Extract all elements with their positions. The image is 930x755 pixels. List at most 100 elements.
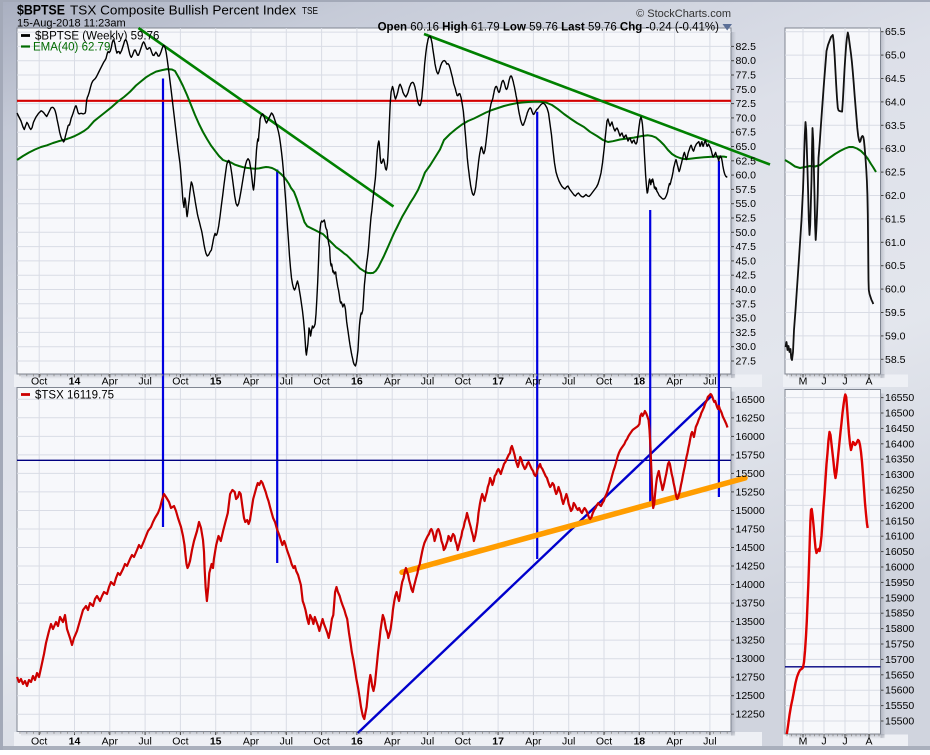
svg-text:Jul: Jul [703, 376, 716, 388]
svg-text:16000: 16000 [736, 431, 765, 443]
svg-text:64.0: 64.0 [885, 96, 906, 108]
svg-text:TSE: TSE [302, 5, 318, 17]
svg-text:60.0: 60.0 [736, 170, 757, 182]
svg-text:15750: 15750 [736, 449, 765, 461]
svg-text:62.0: 62.0 [885, 190, 906, 202]
svg-text:12750: 12750 [736, 672, 765, 684]
svg-text:15: 15 [210, 376, 222, 388]
svg-text:61.5: 61.5 [885, 213, 906, 225]
svg-text:J: J [842, 736, 847, 748]
svg-text:61.0: 61.0 [885, 237, 906, 249]
svg-text:15650: 15650 [885, 669, 914, 681]
svg-text:$TSX 16119.75: $TSX 16119.75 [35, 390, 114, 402]
svg-text:Oct: Oct [31, 736, 47, 748]
svg-text:59.0: 59.0 [885, 330, 906, 342]
svg-text:50.0: 50.0 [736, 227, 757, 239]
svg-text:14250: 14250 [736, 561, 765, 573]
svg-text:16350: 16350 [885, 454, 914, 466]
svg-text:A: A [865, 376, 872, 388]
svg-text:62.5: 62.5 [736, 155, 757, 167]
svg-text:Oct: Oct [455, 376, 471, 388]
svg-text:14500: 14500 [736, 542, 765, 554]
svg-text:15950: 15950 [885, 577, 914, 589]
svg-text:47.5: 47.5 [736, 241, 757, 253]
svg-text:62.5: 62.5 [885, 167, 906, 179]
svg-text:Apr: Apr [525, 736, 542, 748]
svg-text:65.5: 65.5 [885, 26, 906, 38]
svg-text:15800: 15800 [885, 623, 914, 635]
svg-text:82.5: 82.5 [736, 41, 757, 53]
svg-text:15600: 15600 [885, 685, 914, 697]
svg-text:Jul: Jul [562, 736, 575, 748]
svg-text:12250: 12250 [736, 709, 765, 721]
svg-text:80.0: 80.0 [736, 55, 757, 67]
svg-text:$BPTSE: $BPTSE [17, 3, 65, 19]
svg-text:15500: 15500 [736, 468, 765, 480]
svg-text:15550: 15550 [885, 700, 914, 712]
svg-text:75.0: 75.0 [736, 84, 757, 96]
svg-text:16000: 16000 [885, 562, 914, 574]
svg-text:Jul: Jul [280, 376, 293, 388]
svg-text:14: 14 [69, 376, 81, 388]
svg-text:Oct: Oct [596, 376, 612, 388]
svg-text:45.0: 45.0 [736, 255, 757, 267]
svg-text:Oct: Oct [31, 376, 47, 388]
svg-text:13750: 13750 [736, 598, 765, 610]
svg-text:13250: 13250 [736, 635, 765, 647]
svg-text:Jul: Jul [703, 736, 716, 748]
svg-text:Apr: Apr [102, 736, 119, 748]
svg-text:M: M [799, 376, 808, 388]
svg-text:EMA(40) 62.79: EMA(40) 62.79 [33, 42, 110, 54]
svg-text:18: 18 [633, 376, 645, 388]
svg-text:Oct: Oct [596, 736, 612, 748]
svg-text:Jul: Jul [421, 376, 434, 388]
svg-text:32.5: 32.5 [736, 327, 757, 339]
svg-text:15700: 15700 [885, 654, 914, 666]
svg-text:15900: 15900 [885, 592, 914, 604]
svg-text:27.5: 27.5 [736, 356, 757, 368]
svg-text:14750: 14750 [736, 524, 765, 536]
svg-text:J: J [821, 376, 826, 388]
svg-text:TSX Composite Bullish Percent: TSX Composite Bullish Percent Index [70, 3, 297, 18]
svg-text:Apr: Apr [384, 376, 401, 388]
svg-text:16500: 16500 [885, 408, 914, 420]
svg-text:Oct: Oct [313, 736, 329, 748]
svg-text:J: J [821, 736, 826, 748]
svg-text:15000: 15000 [736, 505, 765, 517]
svg-text:72.5: 72.5 [736, 98, 757, 110]
svg-text:16450: 16450 [885, 423, 914, 435]
svg-text:M: M [799, 736, 808, 748]
svg-text:Jul: Jul [421, 736, 434, 748]
svg-text:16250: 16250 [736, 412, 765, 424]
svg-text:15250: 15250 [736, 486, 765, 498]
svg-text:16: 16 [351, 736, 363, 748]
svg-text:17: 17 [492, 376, 504, 388]
svg-text:65.0: 65.0 [885, 50, 906, 62]
svg-text:63.5: 63.5 [885, 120, 906, 132]
svg-text:15-Aug-2018 11:23am: 15-Aug-2018 11:23am [17, 18, 126, 30]
svg-text:Apr: Apr [666, 736, 683, 748]
svg-text:Oct: Oct [172, 376, 188, 388]
svg-text:65.0: 65.0 [736, 141, 757, 153]
svg-text:40.0: 40.0 [736, 284, 757, 296]
svg-text:16050: 16050 [885, 546, 914, 558]
svg-text:A: A [865, 736, 872, 748]
svg-text:Oct: Oct [172, 736, 188, 748]
svg-text:16200: 16200 [885, 500, 914, 512]
svg-text:17: 17 [492, 736, 504, 748]
svg-text:57.5: 57.5 [736, 184, 757, 196]
svg-text:18: 18 [633, 736, 645, 748]
svg-text:15: 15 [210, 736, 222, 748]
svg-text:77.5: 77.5 [736, 70, 757, 82]
svg-text:30.0: 30.0 [736, 341, 757, 353]
svg-text:Jul: Jul [138, 736, 151, 748]
svg-text:63.0: 63.0 [885, 143, 906, 155]
svg-text:59.5: 59.5 [885, 307, 906, 319]
svg-text:Apr: Apr [243, 376, 260, 388]
svg-text:37.5: 37.5 [736, 298, 757, 310]
svg-text:16150: 16150 [885, 515, 914, 527]
svg-text:60.0: 60.0 [885, 284, 906, 296]
svg-text:16100: 16100 [885, 531, 914, 543]
svg-text:64.5: 64.5 [885, 73, 906, 85]
svg-text:52.5: 52.5 [736, 213, 757, 225]
